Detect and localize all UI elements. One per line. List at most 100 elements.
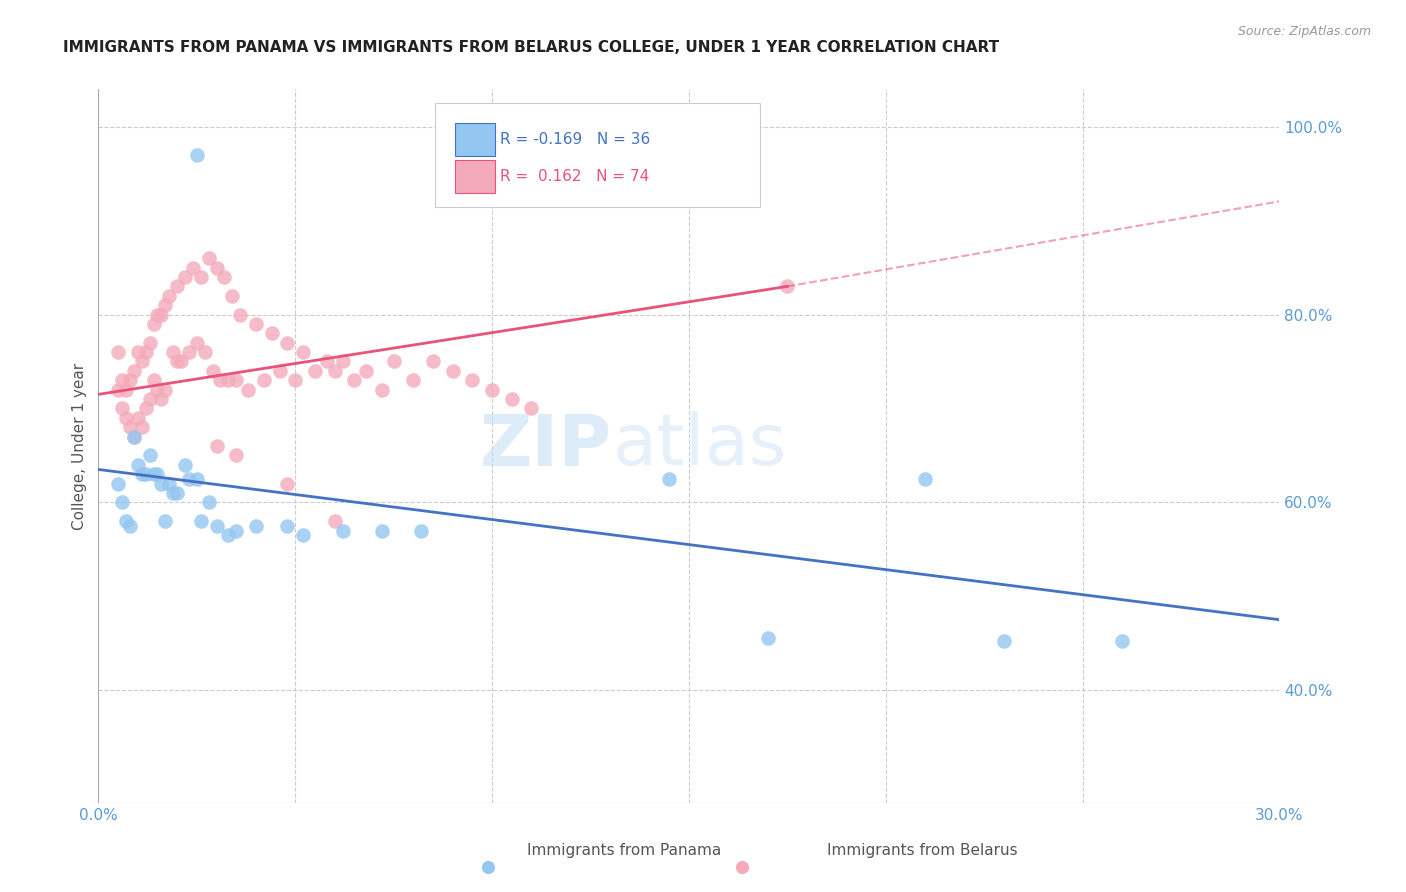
Point [174,458,197,472]
Point [461,373,484,387]
Point [501,392,523,406]
Point [190,270,212,285]
Point [225,524,247,538]
Point [914,472,936,486]
Point [177,345,200,359]
Point [481,383,503,397]
Point [107,345,129,359]
Point [186,148,208,162]
Point [166,279,188,293]
Point [186,472,208,486]
Point [127,458,149,472]
Point [276,476,298,491]
Point [157,289,180,303]
Point [142,467,165,482]
Point [197,251,219,265]
Point [118,518,141,533]
Point [166,486,188,500]
Point [205,260,228,275]
Point [225,373,247,387]
Point [225,449,247,463]
Point [150,476,173,491]
Text: IMMIGRANTS FROM PANAMA VS IMMIGRANTS FROM BELARUS COLLEGE, UNDER 1 YEAR CORRELAT: IMMIGRANTS FROM PANAMA VS IMMIGRANTS FRO… [63,40,1000,55]
Point [115,383,138,397]
Point [245,317,267,331]
Point [166,354,188,368]
Point [411,524,433,538]
Point [127,410,149,425]
Point [146,467,169,482]
Point [382,354,405,368]
Point [292,345,315,359]
Point [217,528,239,542]
Point [205,439,228,453]
Point [520,401,543,416]
Point [221,289,243,303]
Point [107,383,129,397]
Point [402,373,425,387]
Point [170,354,193,368]
Text: ZIP: ZIP [479,411,612,481]
Point [111,495,134,509]
Point [253,373,276,387]
Point [138,449,160,463]
Point [304,364,326,378]
Point [214,270,236,285]
Point [131,467,153,482]
Point [135,401,157,416]
Point [229,308,252,322]
Point [107,476,129,491]
Point [150,392,173,406]
Point [162,345,184,359]
Text: R = -0.169   N = 36: R = -0.169 N = 36 [501,132,650,146]
Point [323,364,346,378]
Point [138,392,160,406]
Point [127,345,149,359]
Point [122,364,145,378]
Point [115,514,138,528]
Point [332,354,354,368]
Point [150,308,173,322]
Point [181,260,204,275]
Point [236,383,259,397]
Point [658,472,681,486]
Point [135,345,157,359]
Point [194,345,217,359]
Text: Source: ZipAtlas.com: Source: ZipAtlas.com [1237,25,1371,38]
Point [756,632,779,646]
Point [138,335,160,350]
Text: Immigrants from Belarus: Immigrants from Belarus [827,843,1018,857]
Point [354,364,377,378]
Point [217,373,239,387]
Point [142,317,165,331]
Point [292,528,315,542]
Point [155,298,177,312]
Point [111,401,134,416]
Point [146,383,169,397]
Point [115,410,138,425]
Point [177,472,200,486]
Point [131,354,153,368]
Point [993,634,1015,648]
Point [186,335,208,350]
Point [201,364,224,378]
Point [205,518,228,533]
FancyBboxPatch shape [434,103,759,207]
Point [441,364,464,378]
Point [276,335,298,350]
Point [1111,634,1133,648]
Point [371,524,394,538]
FancyBboxPatch shape [456,123,495,155]
Point [131,420,153,434]
Text: Immigrants from Panama: Immigrants from Panama [527,843,721,857]
Point [111,373,134,387]
FancyBboxPatch shape [456,160,495,193]
Point [118,373,141,387]
Point [155,383,177,397]
Point [260,326,283,341]
Point [209,373,232,387]
Point [332,524,354,538]
Point [146,308,169,322]
Point [276,518,298,533]
Text: R =  0.162   N = 74: R = 0.162 N = 74 [501,169,650,184]
